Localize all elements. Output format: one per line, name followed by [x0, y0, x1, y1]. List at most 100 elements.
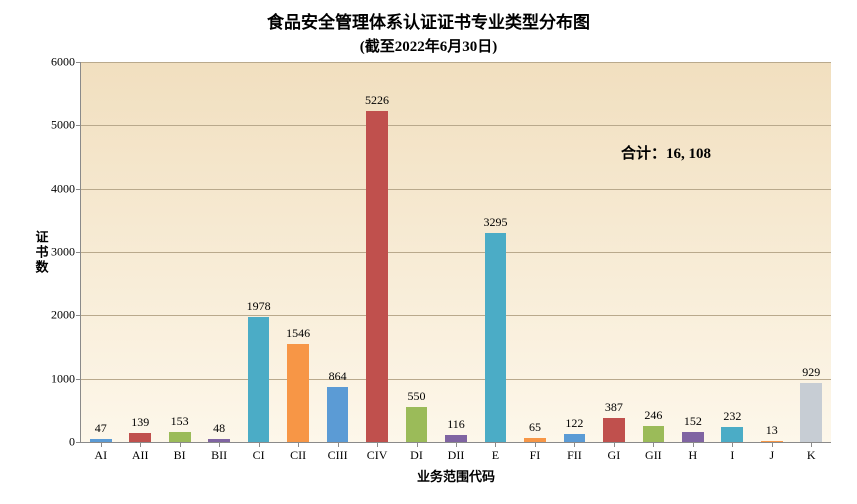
x-tick-mark — [298, 442, 299, 447]
y-tick-label: 0 — [69, 435, 75, 450]
x-tick-label: CIII — [328, 448, 348, 463]
bar — [406, 407, 428, 442]
x-tick-label: DII — [448, 448, 465, 463]
x-tick-label: CI — [253, 448, 265, 463]
x-tick-mark — [377, 442, 378, 447]
y-tick-mark — [76, 62, 81, 63]
y-tick-mark — [76, 189, 81, 190]
x-tick-mark — [140, 442, 141, 447]
x-tick-mark — [653, 442, 654, 447]
x-tick-mark — [693, 442, 694, 447]
bar-value-label: 864 — [329, 369, 347, 384]
bar — [129, 433, 151, 442]
bar — [287, 344, 309, 442]
chart-container: 食品安全管理体系认证证书专业类型分布图 (截至2022年6月30日) 合计：16… — [0, 0, 857, 504]
x-tick-label: AII — [132, 448, 149, 463]
x-tick-mark — [456, 442, 457, 447]
x-tick-mark — [219, 442, 220, 447]
y-tick-mark — [76, 442, 81, 443]
bar — [800, 383, 822, 442]
x-tick-label: E — [492, 448, 499, 463]
bar — [682, 432, 704, 442]
gridline — [81, 62, 831, 63]
x-tick-label: CIV — [367, 448, 388, 463]
y-tick-label: 4000 — [51, 181, 75, 196]
bar — [327, 387, 349, 442]
bar — [721, 427, 743, 442]
gridline — [81, 189, 831, 190]
bar-value-label: 232 — [723, 409, 741, 424]
x-axis-title: 业务范围代码 — [417, 466, 495, 485]
bar — [248, 317, 270, 442]
bar-value-label: 13 — [766, 423, 778, 438]
y-tick-label: 1000 — [51, 371, 75, 386]
bar — [485, 233, 507, 442]
bar-value-label: 47 — [95, 421, 107, 436]
y-tick-label: 6000 — [51, 55, 75, 70]
gridline — [81, 252, 831, 253]
x-tick-mark — [811, 442, 812, 447]
x-tick-label: DI — [410, 448, 423, 463]
x-tick-label: J — [769, 448, 774, 463]
bar-value-label: 65 — [529, 420, 541, 435]
bar — [169, 432, 191, 442]
y-tick-mark — [76, 315, 81, 316]
gridline — [81, 125, 831, 126]
y-tick-mark — [76, 125, 81, 126]
x-tick-mark — [417, 442, 418, 447]
gridline — [81, 379, 831, 380]
x-tick-mark — [180, 442, 181, 447]
bar-value-label: 550 — [408, 389, 426, 404]
bar-value-label: 1546 — [286, 326, 310, 341]
x-tick-mark — [101, 442, 102, 447]
bar — [366, 111, 388, 442]
x-tick-mark — [732, 442, 733, 447]
plot-area: 合计：16, 108 业务范围代码 证书数 010002000300040005… — [80, 62, 831, 443]
bar-value-label: 116 — [447, 417, 465, 432]
bar-value-label: 122 — [565, 416, 583, 431]
x-tick-label: K — [807, 448, 816, 463]
total-label: 合计：16, 108 — [621, 142, 711, 163]
bar-value-label: 387 — [605, 400, 623, 415]
x-tick-label: I — [730, 448, 734, 463]
bar — [564, 434, 586, 442]
chart-subtitle: (截至2022年6月30日) — [0, 35, 857, 56]
bar-value-label: 1978 — [247, 299, 271, 314]
bar — [603, 418, 625, 443]
bar-value-label: 5226 — [365, 93, 389, 108]
bar-value-label: 246 — [644, 408, 662, 423]
x-tick-mark — [535, 442, 536, 447]
y-tick-label: 3000 — [51, 245, 75, 260]
y-tick-mark — [76, 379, 81, 380]
x-tick-mark — [495, 442, 496, 447]
x-tick-label: FII — [567, 448, 582, 463]
x-tick-label: GII — [645, 448, 662, 463]
bar-value-label: 152 — [684, 414, 702, 429]
gridline — [81, 315, 831, 316]
bar-value-label: 48 — [213, 421, 225, 436]
x-tick-label: BII — [211, 448, 227, 463]
bar-value-label: 3295 — [483, 215, 507, 230]
chart-title: 食品安全管理体系认证证书专业类型分布图 — [0, 8, 857, 33]
x-tick-label: GI — [608, 448, 621, 463]
y-axis-title: 证书数 — [35, 230, 49, 275]
x-tick-label: CII — [290, 448, 306, 463]
x-tick-mark — [259, 442, 260, 447]
title-block: 食品安全管理体系认证证书专业类型分布图 (截至2022年6月30日) — [0, 0, 857, 56]
x-tick-mark — [338, 442, 339, 447]
bar — [643, 426, 665, 442]
x-tick-label: BI — [174, 448, 186, 463]
x-tick-label: AI — [94, 448, 107, 463]
bar-value-label: 139 — [131, 415, 149, 430]
bar — [445, 435, 467, 442]
bar-value-label: 153 — [171, 414, 189, 429]
x-tick-label: H — [688, 448, 697, 463]
x-tick-label: FI — [530, 448, 541, 463]
bar-value-label: 929 — [802, 365, 820, 380]
x-tick-mark — [772, 442, 773, 447]
y-tick-label: 2000 — [51, 308, 75, 323]
x-tick-mark — [614, 442, 615, 447]
y-tick-label: 5000 — [51, 118, 75, 133]
y-tick-mark — [76, 252, 81, 253]
x-tick-mark — [574, 442, 575, 447]
